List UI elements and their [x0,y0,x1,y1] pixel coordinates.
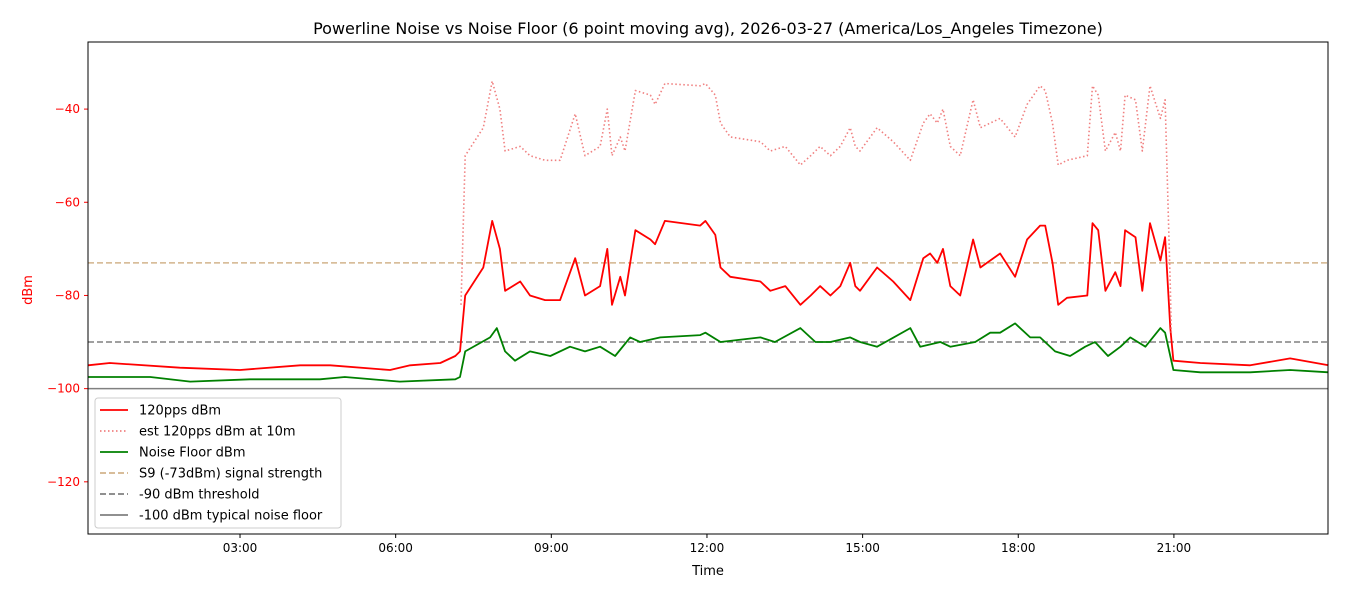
legend-label: est 120pps dBm at 10m [139,425,296,440]
x-tick-label: 03:00 [223,541,258,555]
legend-label: Noise Floor dBm [139,446,246,461]
series-line [87,220,1329,371]
y-tick-label: −80 [55,288,80,302]
chart-title: Powerline Noise vs Noise Floor (6 point … [313,19,1103,39]
x-tick-label: 18:00 [1001,541,1036,555]
legend-label: S9 (-73dBm) signal strength [139,467,322,482]
x-tick-label: 12:00 [690,541,725,555]
legend-label: 120pps dBm [139,404,221,419]
x-tick-label: 21:00 [1157,541,1192,555]
legend-box [94,397,342,529]
legend-label: -90 dBm threshold [139,488,260,503]
plot-frame [87,41,1329,535]
legend-label: -100 dBm typical noise floor [139,509,323,524]
y-tick-label: −100 [47,382,80,396]
y-axis-label: dBm [21,275,36,305]
x-tick-label: 15:00 [845,541,880,555]
x-axis-label: Time [691,564,724,579]
series-line [88,322,1329,383]
series-line [460,80,1173,333]
y-tick-label: −120 [47,475,80,489]
legend: 120pps dBm est 120pps dBm at 10m Noise Flo… [94,397,342,529]
y-tick-label: −40 [55,102,80,116]
x-tick-label: 06:00 [378,541,413,555]
x-tick-label: 09:00 [534,541,569,555]
y-tick-label: −60 [55,195,80,209]
